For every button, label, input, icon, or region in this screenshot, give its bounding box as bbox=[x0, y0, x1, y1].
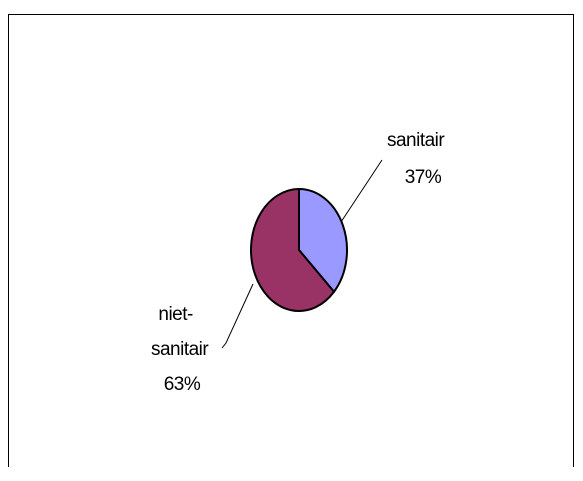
slice-label-niet-sanitair-percent: 63% bbox=[164, 374, 201, 395]
pie-slice-1 bbox=[250, 187, 336, 312]
leader-line-niet-sanitair bbox=[221, 283, 254, 349]
slice-label-niet-sanitair-line1: niet- bbox=[158, 304, 193, 325]
pie-slice-0 bbox=[298, 187, 348, 294]
slice-label-sanitair-percent: 37% bbox=[405, 167, 442, 188]
slice-label-sanitair-name: sanitair bbox=[387, 130, 445, 151]
leader-line-sanitair bbox=[340, 159, 383, 223]
slice-label-niet-sanitair-line2: sanitair bbox=[151, 339, 209, 360]
slice-label-niet-sanitair: niet- sanitair 63% bbox=[151, 304, 213, 395]
leader-lines bbox=[221, 159, 383, 349]
pie-slices bbox=[250, 187, 348, 312]
slice-label-sanitair: sanitair 37% bbox=[387, 130, 449, 188]
